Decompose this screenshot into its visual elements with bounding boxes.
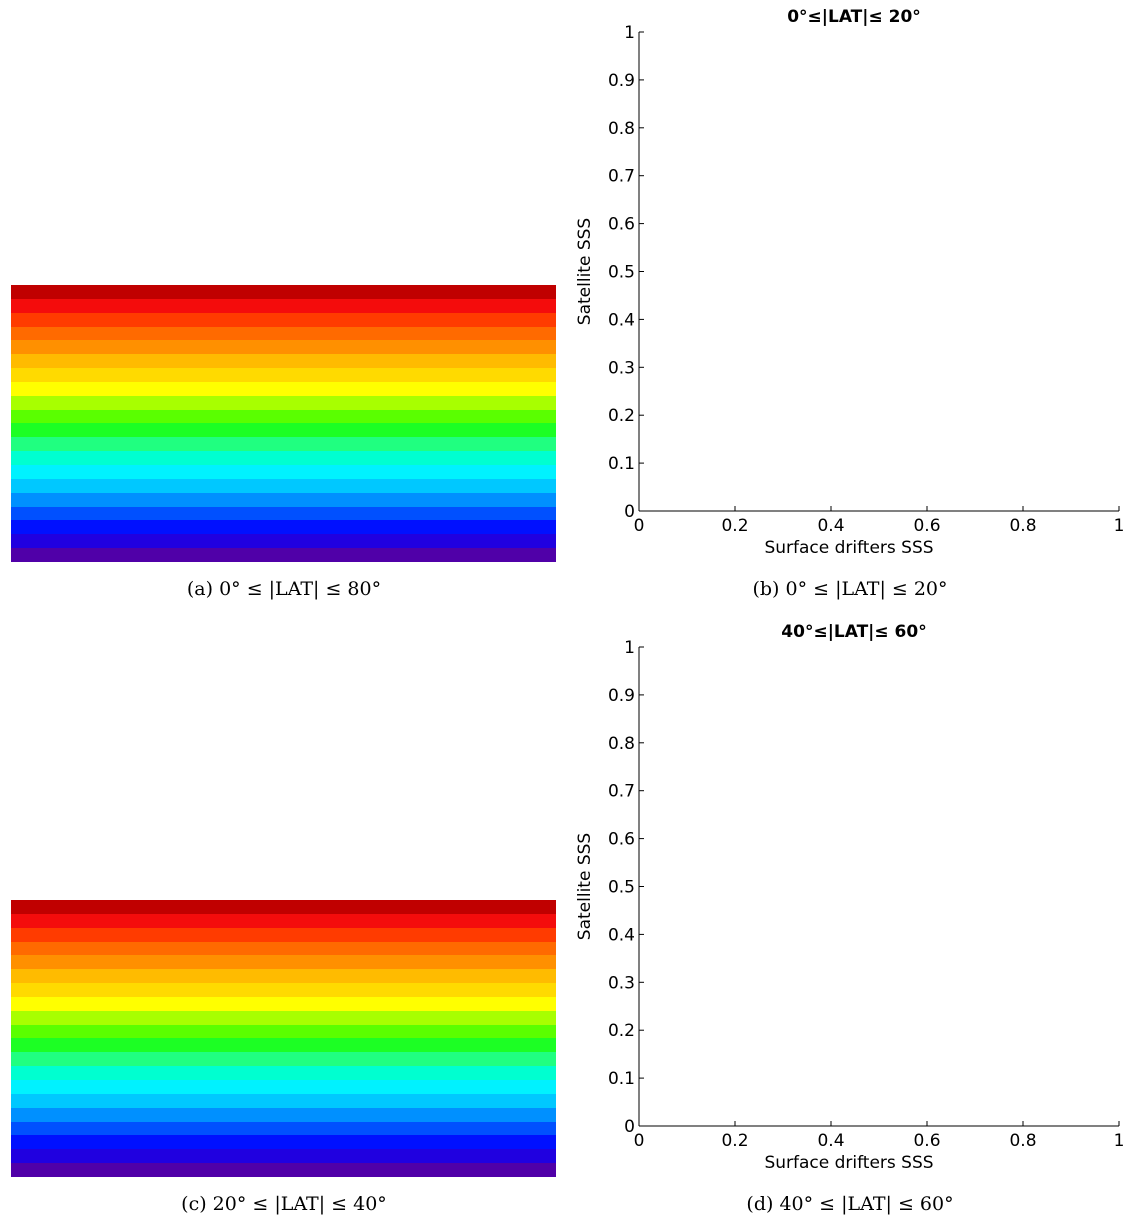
caption-c: (c) 20° ≤ |LAT| ≤ 40° [181,1193,387,1215]
y-tick-label: 0.4 [608,310,635,330]
color-band [11,312,556,327]
color-band [11,437,556,452]
chart-title: 40°≤|LAT|≤ 60° [781,622,926,642]
x-tick-label: 0.2 [721,1131,748,1151]
y-tick-label: 0.8 [608,734,635,754]
x-tick-label: 0.4 [817,1131,844,1151]
color-band [11,1093,556,1108]
y-tick-label: 0.1 [608,454,635,474]
x-tick-label: 0.6 [913,1131,940,1151]
y-axis-label: Satellite SSS [575,833,595,940]
color-band [11,298,556,313]
color-band [11,368,556,382]
color-band [11,354,556,369]
color-band [11,927,556,942]
color-band [11,326,556,341]
color-band [11,900,556,914]
color-band [11,464,556,479]
x-axis-label: Surface drifters SSS [764,538,933,558]
x-tick-label: 0 [634,1131,645,1151]
chart-title: 0°≤|LAT|≤ 20° [787,7,921,27]
color-stripes-c [11,900,556,1177]
color-band [11,969,556,984]
y-tick-label: 0.3 [608,358,635,378]
color-band [11,395,556,410]
x-tick-label: 0.4 [817,516,844,536]
x-tick-label: 0.2 [721,516,748,536]
color-band [11,520,556,535]
color-stripes-a [11,285,556,562]
color-band [11,478,556,493]
y-tick-label: 1 [624,638,635,658]
x-tick-label: 0.8 [1009,516,1036,536]
color-band [11,423,556,438]
color-band [11,1024,556,1039]
y-tick-label: 0 [624,1117,635,1137]
color-band [11,381,556,396]
color-band [11,913,556,928]
color-band [11,996,556,1011]
color-band [11,285,556,299]
y-tick-label: 0.2 [608,1021,635,1041]
y-tick-label: 0.9 [608,686,635,706]
y-tick-label: 0.5 [608,878,635,898]
color-band [11,1079,556,1094]
y-tick-label: 0.7 [608,782,635,802]
color-band [11,983,556,997]
color-band [11,451,556,465]
y-tick-label: 0.2 [608,406,635,426]
color-band [11,1038,556,1053]
x-tick-label: 1 [1114,1131,1125,1151]
color-band [11,1010,556,1025]
x-axis-label: Surface drifters SSS [764,1153,933,1173]
x-tick-label: 0.8 [1009,1131,1036,1151]
color-band [11,1052,556,1067]
caption-d: (d) 40° ≤ |LAT| ≤ 60° [746,1193,954,1215]
y-tick-label: 0.8 [608,119,635,139]
color-band [11,941,556,956]
x-tick-label: 1 [1114,516,1125,536]
y-tick-label: 1 [624,23,635,43]
color-band [11,1163,556,1177]
color-band [11,409,556,424]
color-band [11,1107,556,1122]
y-tick-label: 0.5 [608,263,635,283]
color-band [11,506,556,521]
chart-b: 0 0.1 0.2 0.3 0.4 0.5 0.6 0.7 0.8 0.9 1 0 0.2 0.4 0.6 0… [575,7,1125,558]
color-band [11,1135,556,1150]
x-tick-label: 0.6 [913,516,940,536]
y-tick-label: 0.4 [608,925,635,945]
y-tick-label: 0.3 [608,973,635,993]
color-band [11,534,556,549]
caption-b: (b) 0° ≤ |LAT| ≤ 20° [752,578,948,600]
y-tick-label: 0 [624,502,635,522]
color-band [11,1149,556,1164]
y-tick-label: 0.6 [608,830,635,850]
color-band [11,1066,556,1080]
color-band [11,1121,556,1136]
x-tick-label: 0 [634,516,645,536]
color-band [11,340,556,355]
chart-d: 0 0.1 0.2 0.3 0.4 0.5 0.6 0.7 0.8 0.9 1 0 0.2 0.4 0.6 0… [575,622,1125,1173]
y-tick-label: 0.7 [608,167,635,187]
y-tick-label: 0.1 [608,1069,635,1089]
y-tick-label: 0.9 [608,71,635,91]
color-band [11,955,556,970]
color-band [11,492,556,507]
caption-a: (a) 0° ≤ |LAT| ≤ 80° [186,578,382,600]
color-band [11,548,556,562]
y-tick-label: 0.6 [608,215,635,235]
y-axis-label: Satellite SSS [575,218,595,325]
